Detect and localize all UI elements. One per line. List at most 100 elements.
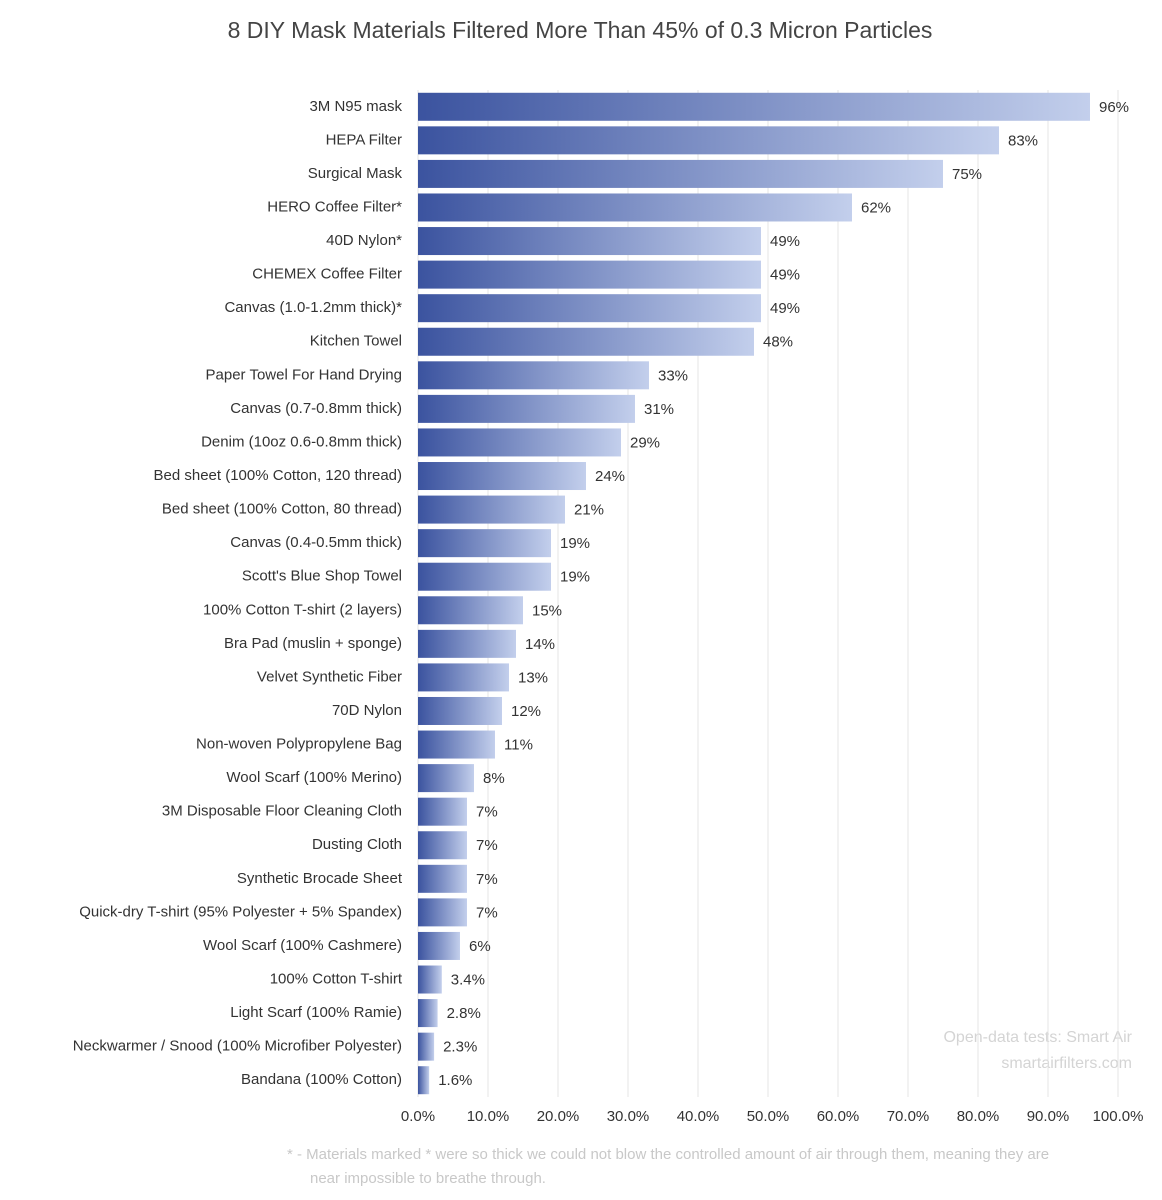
data-label: 49% [770,300,800,317]
y-tick-label: Non-woven Polypropylene Bag [196,736,402,753]
bar [418,294,761,323]
bar [418,898,467,927]
data-label: 83% [1008,132,1038,149]
y-tick-label: Bra Pad (muslin + sponge) [224,635,402,652]
y-tick-label: Bed sheet (100% Cotton, 80 thread) [162,501,402,518]
y-tick-label: 70D Nylon [332,702,402,719]
data-label: 7% [476,871,498,888]
chart-title: 8 DIY Mask Materials Filtered More Than … [228,17,933,43]
data-label: 19% [560,569,590,586]
y-tick-label: HEPA Filter [326,131,402,148]
y-tick-label: Canvas (0.7-0.8mm thick) [230,400,402,417]
data-label: 6% [469,938,491,955]
data-label: 62% [861,199,891,216]
bar [418,428,621,457]
y-tick-label: HERO Coffee Filter* [267,198,402,215]
y-tick-label: Kitchen Towel [310,333,402,350]
data-label: 2.8% [447,1005,481,1022]
bar [418,696,502,725]
y-tick-label: 40D Nylon* [326,232,402,249]
x-tick-label: 70.0% [887,1108,930,1125]
y-tick-label: Denim (10oz 0.6-0.8mm thick) [201,433,402,450]
bar [418,999,438,1028]
x-tick-label: 100.0% [1093,1108,1144,1125]
bar [418,965,442,994]
x-tick-label: 90.0% [1027,1108,1070,1125]
watermark: Open-data tests: Smart Air [943,1029,1132,1046]
bar [418,864,467,893]
bar [418,327,754,356]
data-label: 2.3% [443,1039,477,1056]
bar [418,159,943,188]
data-label: 7% [476,837,498,854]
bar [418,831,467,860]
data-label: 48% [763,334,793,351]
data-label: 75% [952,166,982,183]
y-tick-label: Canvas (0.4-0.5mm thick) [230,534,402,551]
data-label: 12% [511,703,541,720]
bar [418,931,460,960]
data-label: 19% [560,535,590,552]
y-tick-label: Synthetic Brocade Sheet [237,870,403,887]
x-tick-label: 60.0% [817,1108,860,1125]
data-label: 49% [770,267,800,284]
x-tick-label: 10.0% [467,1108,510,1125]
data-label: 31% [644,401,674,418]
data-label: 3.4% [451,971,485,988]
data-label: 96% [1099,99,1129,116]
x-tick-label: 80.0% [957,1108,1000,1125]
y-tick-label: Surgical Mask [308,165,403,182]
data-label: 11% [504,737,533,754]
y-tick-label: Light Scarf (100% Ramie) [230,1004,402,1021]
bar [418,1066,430,1095]
bar [418,227,761,256]
bar [418,193,852,222]
footnote: * - Materials marked * were so thick we … [287,1146,1049,1163]
y-tick-label: Wool Scarf (100% Cashmere) [203,937,402,954]
bar [418,562,551,591]
data-label: 13% [518,669,548,686]
data-label: 24% [595,468,625,485]
bar [418,797,467,826]
y-tick-label: Bed sheet (100% Cotton, 120 thread) [154,467,403,484]
x-tick-label: 20.0% [537,1108,580,1125]
bar [418,730,495,759]
data-label: 1.6% [438,1072,472,1089]
watermark: smartairfilters.com [1001,1055,1132,1072]
y-tick-label: Wool Scarf (100% Merino) [226,769,402,786]
y-tick-label: Quick-dry T-shirt (95% Polyester + 5% Sp… [79,903,402,920]
y-tick-label: Scott's Blue Shop Towel [242,568,402,585]
x-tick-label: 30.0% [607,1108,650,1125]
y-tick-label: Bandana (100% Cotton) [241,1071,402,1088]
bar [418,663,509,692]
x-tick-label: 50.0% [747,1108,790,1125]
bar [418,394,635,423]
data-label: 14% [525,636,555,653]
data-label: 29% [630,434,660,451]
x-tick-label: 40.0% [677,1108,720,1125]
data-label: 8% [483,770,505,787]
y-tick-label: Canvas (1.0-1.2mm thick)* [224,299,402,316]
y-tick-label: Neckwarmer / Snood (100% Microfiber Poly… [73,1038,402,1055]
y-tick-label: 100% Cotton T-shirt [270,970,403,987]
bar [418,260,761,289]
data-label: 15% [532,602,562,619]
bar [418,1032,435,1061]
bar [418,92,1090,121]
bar [418,596,523,625]
bar [418,126,999,155]
bar [418,764,474,793]
footnote: near impossible to breathe through. [310,1170,546,1187]
data-label: 21% [574,502,604,519]
y-tick-label: Velvet Synthetic Fiber [257,668,402,685]
bar [418,495,565,524]
y-tick-label: CHEMEX Coffee Filter [252,266,402,283]
y-tick-label: 100% Cotton T-shirt (2 layers) [203,601,402,618]
x-tick-label: 0.0% [401,1108,435,1125]
bar [418,361,649,390]
y-tick-label: Paper Towel For Hand Drying [206,366,402,383]
y-tick-label: 3M Disposable Floor Cleaning Cloth [162,803,402,820]
data-label: 49% [770,233,800,250]
bar [418,629,516,658]
